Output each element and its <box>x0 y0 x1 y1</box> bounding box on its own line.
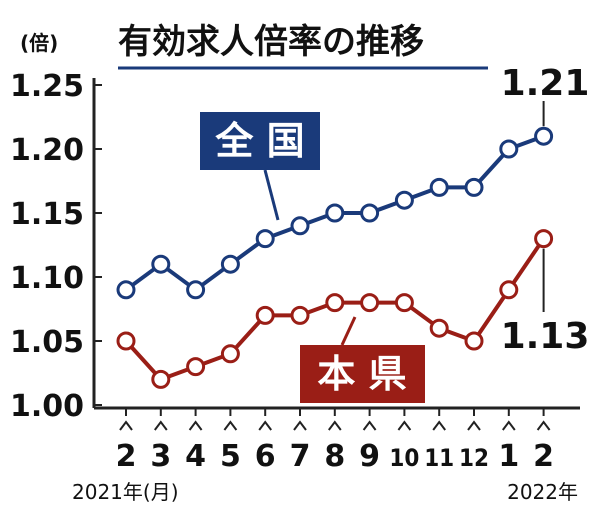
x-tick-caret <box>293 420 307 431</box>
data-point-1 <box>220 344 240 364</box>
x-tick-label: 10 <box>389 444 419 472</box>
x-tick-caret <box>154 420 168 431</box>
x-tick-caret <box>223 420 238 431</box>
data-point-0 <box>255 229 275 249</box>
x-tick-caret <box>467 420 481 431</box>
chart-title: 有効求人倍率の推移 <box>118 22 424 62</box>
x-tick-label: 12 <box>459 444 489 472</box>
x-tick-caret <box>502 420 516 431</box>
data-point-1 <box>534 229 554 249</box>
y-tick-label: 1.10 <box>10 261 84 296</box>
data-point-0 <box>499 139 519 159</box>
x-tick-caret <box>397 420 412 431</box>
x-tick-caret <box>258 420 272 431</box>
data-point-0 <box>534 126 554 146</box>
x-tick-label: 8 <box>324 439 345 474</box>
data-point-1 <box>360 293 380 313</box>
data-point-0 <box>464 177 484 197</box>
x-tick-caret <box>188 420 203 431</box>
legend-zenkoku-label: 全 国 <box>214 119 304 163</box>
legend-zenkoku-pointer <box>263 169 280 221</box>
x-tick-caret <box>362 420 377 431</box>
x-tick-label: 2 <box>116 439 137 474</box>
data-point-0 <box>116 280 136 300</box>
data-point-0 <box>151 254 171 274</box>
data-point-0 <box>290 216 310 236</box>
end-label-zenkoku: 1.21 <box>501 63 590 104</box>
year-end-label: 2022年 <box>507 480 578 504</box>
x-tick-caret <box>119 420 133 431</box>
x-tick-caret <box>328 420 342 431</box>
y-tick-label: 1.00 <box>10 389 84 424</box>
y-tick-label: 1.15 <box>10 197 84 232</box>
x-tick-label: 11 <box>424 444 454 472</box>
data-point-0 <box>360 203 380 223</box>
data-point-0 <box>394 190 414 210</box>
x-tick-label: 7 <box>290 439 311 474</box>
data-point-0 <box>325 203 345 223</box>
data-point-1 <box>499 280 519 300</box>
data-point-1 <box>186 357 206 377</box>
y-tick-label: 1.20 <box>10 133 84 168</box>
end-label-honken: 1.13 <box>501 316 590 357</box>
data-point-0 <box>220 254 240 274</box>
data-point-1 <box>325 293 345 313</box>
legend-honken: 本 県 <box>300 316 425 403</box>
legend-honken-label: 本 県 <box>317 352 406 396</box>
x-tick-caret <box>432 420 446 431</box>
x-tick-label: 6 <box>255 439 276 474</box>
y-tick-label: 1.25 <box>10 69 84 104</box>
x-tick-label: 9 <box>359 439 380 474</box>
x-tick-label: 2 <box>533 439 554 474</box>
data-point-1 <box>151 369 171 389</box>
year-start-label: 2021年(月) <box>72 480 179 504</box>
unit-label: (倍) <box>20 31 58 55</box>
legend-zenkoku-box <box>200 112 320 170</box>
data-point-1 <box>255 305 275 325</box>
data-point-1 <box>290 305 310 325</box>
legend-honken-pointer <box>340 316 357 346</box>
data-point-1 <box>429 318 449 338</box>
x-tick-label: 1 <box>498 439 519 474</box>
x-tick-label: 3 <box>150 439 171 474</box>
x-tick-caret <box>536 420 551 431</box>
data-point-0 <box>429 177 449 197</box>
data-point-1 <box>394 293 414 313</box>
legend-zenkoku: 全 国 <box>200 112 320 221</box>
data-point-1 <box>116 331 136 351</box>
data-point-1 <box>464 331 484 351</box>
y-tick-label: 1.05 <box>10 325 84 360</box>
legend-honken-box <box>300 345 425 403</box>
x-tick-label: 4 <box>185 439 206 474</box>
x-tick-label: 5 <box>220 439 241 474</box>
data-point-0 <box>186 280 206 300</box>
